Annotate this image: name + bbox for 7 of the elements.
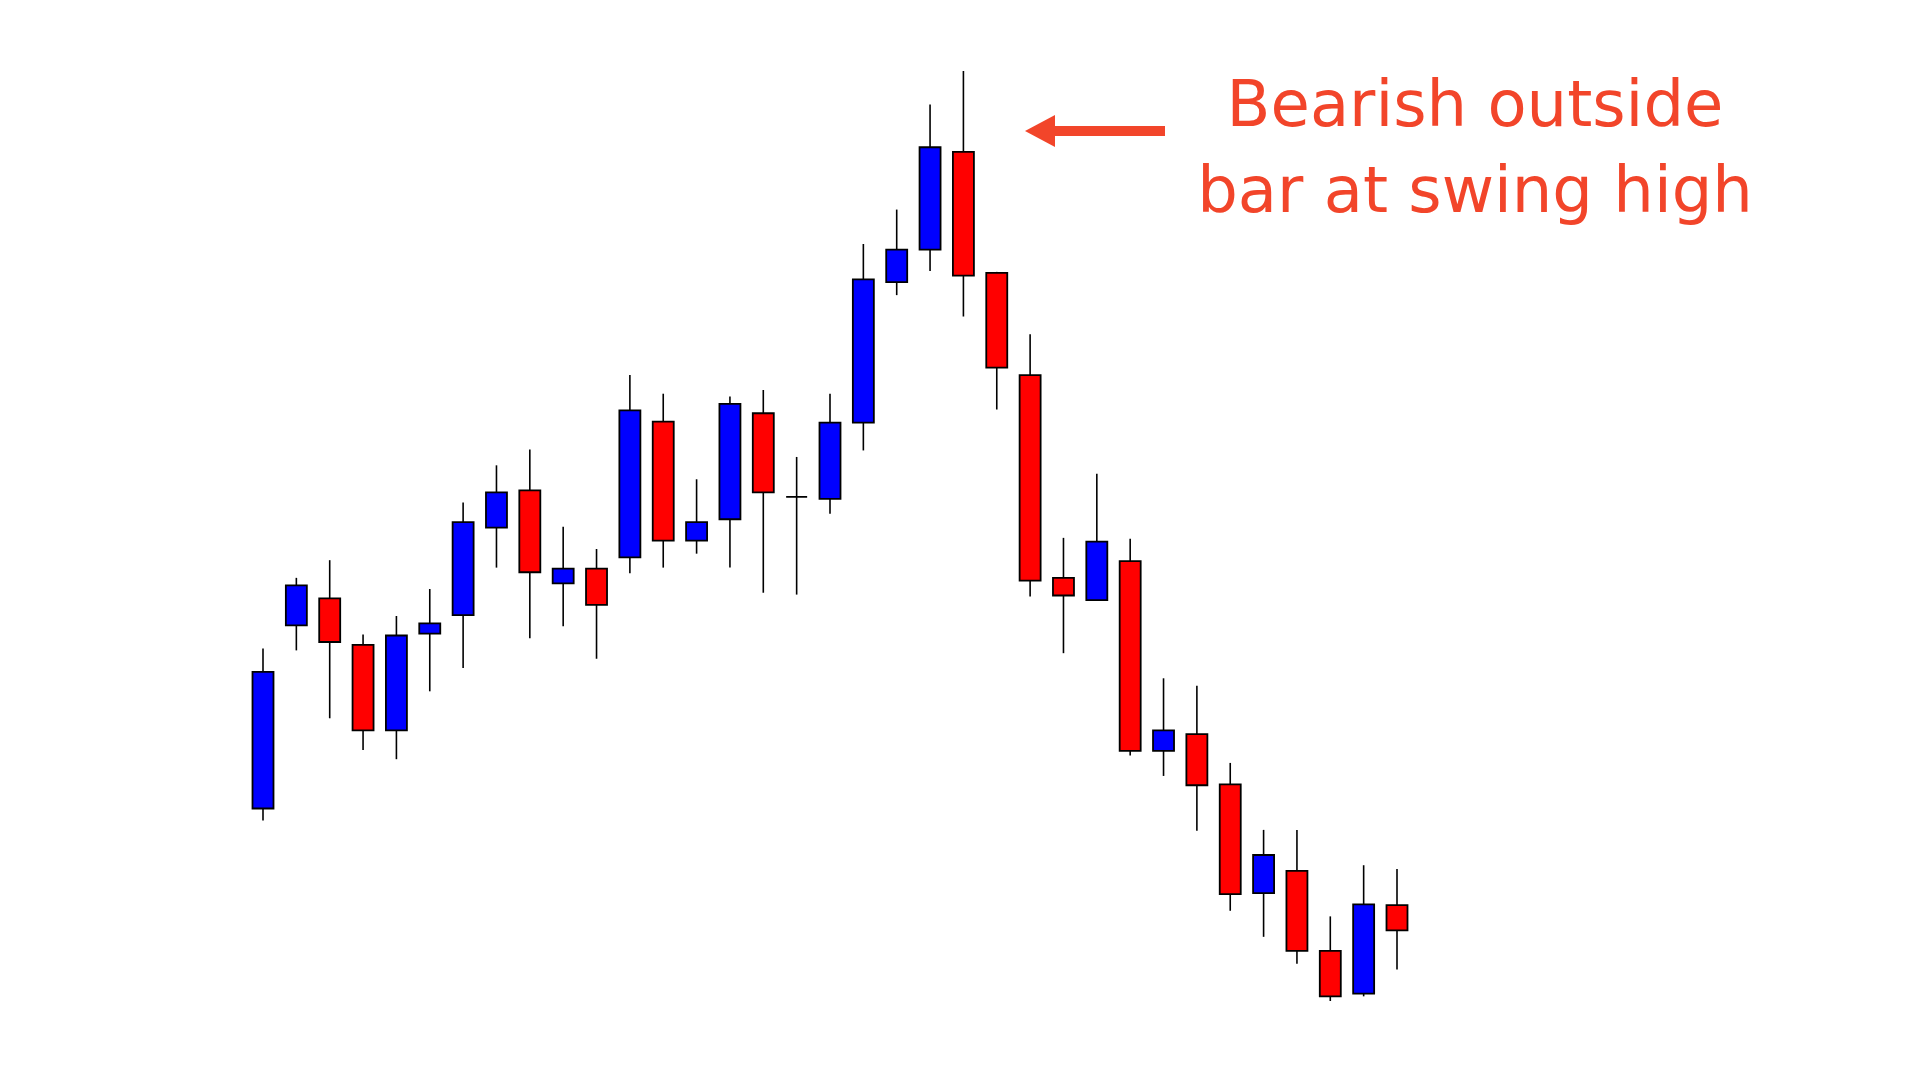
candlestick bbox=[685, 478, 708, 555]
candlestick bbox=[1052, 537, 1075, 654]
candlestick bbox=[551, 525, 575, 628]
candlestick bbox=[785, 456, 809, 596]
candlestick bbox=[418, 588, 442, 693]
candlestick bbox=[1152, 677, 1175, 777]
annotation: Bearish outside bar at swing high bbox=[1197, 67, 1753, 227]
